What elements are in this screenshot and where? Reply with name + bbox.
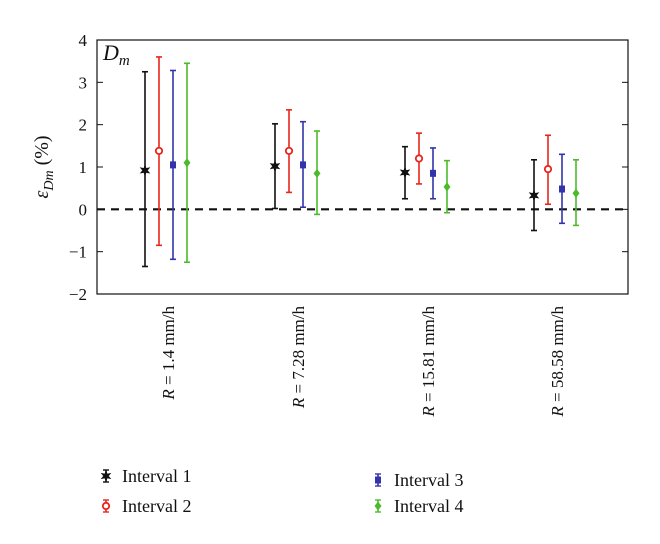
error-bar-3-1: [170, 69, 176, 261]
data-point-marker: [300, 161, 306, 169]
data-point-marker: [284, 146, 294, 156]
y-ticks: 4 3 2 1 0 −1 −2: [69, 31, 628, 304]
error-bars: [139, 56, 580, 268]
category-label: R = 58.58 mm/h: [548, 306, 567, 418]
error-bar-4-1: [183, 62, 191, 264]
data-point-marker: [559, 185, 565, 193]
legend-marker: [374, 501, 382, 511]
legend-marker: [375, 476, 381, 484]
panel-label: Dm: [102, 40, 130, 69]
data-point-marker: [414, 154, 424, 163]
data-point-marker: [269, 160, 281, 173]
legend-label: Interval 3: [394, 470, 463, 490]
y-tick-label: 0: [79, 200, 88, 219]
legend-item: Interval 4: [374, 496, 463, 516]
legend-item: Interval 1: [100, 466, 191, 486]
y-tick-label: −2: [69, 285, 87, 304]
legend-marker: [101, 501, 111, 511]
error-bar-3-2: [300, 120, 306, 209]
error-bar-1-2: [269, 123, 281, 210]
y-tick-label: 1: [79, 158, 88, 177]
category-labels: R = 1.4 mm/h R = 7.28 mm/h R = 15.81 mm/h R…: [159, 306, 567, 418]
data-point-marker: [528, 189, 540, 202]
y-axis-label: εDm (%): [31, 135, 57, 198]
data-point-marker: [430, 169, 436, 177]
legend: Interval 1 Interval 2 Interval 3 Interval 4: [100, 466, 463, 516]
legend-label: Interval 4: [394, 496, 463, 516]
category-label: R = 1.4 mm/h: [159, 306, 178, 401]
legend-marker: [100, 469, 112, 483]
data-point-marker: [154, 146, 164, 156]
error-bar-3-4: [559, 153, 565, 225]
y-tick-label: 2: [79, 116, 88, 135]
data-point-marker: [183, 158, 191, 168]
data-point-marker: [572, 188, 580, 198]
error-bar-3-3: [430, 147, 436, 200]
data-point-marker: [443, 182, 451, 192]
error-bar-4-3: [443, 159, 451, 214]
category-label: R = 15.81 mm/h: [419, 306, 438, 418]
data-point-marker: [170, 161, 176, 169]
error-bar-1-1: [139, 70, 151, 268]
y-tick-label: 3: [79, 73, 88, 92]
data-point-marker: [399, 166, 411, 179]
error-bar-2-2: [284, 109, 294, 194]
legend-label: Interval 2: [122, 496, 191, 516]
y-tick-label: 4: [79, 31, 88, 50]
error-bar-1-3: [399, 145, 411, 200]
legend-label: Interval 1: [122, 466, 191, 486]
error-bar-4-2: [313, 130, 321, 216]
error-bar-2-4: [543, 134, 553, 206]
error-bar-2-3: [414, 132, 424, 185]
data-point-marker: [313, 168, 321, 178]
error-bar-1-4: [528, 159, 540, 232]
y-tick-label: −1: [69, 243, 87, 262]
legend-item: Interval 2: [101, 496, 191, 516]
legend-item: Interval 3: [375, 470, 463, 490]
category-label: R = 7.28 mm/h: [289, 306, 308, 410]
data-point-marker: [139, 164, 151, 177]
data-point-marker: [543, 165, 553, 174]
error-bar-4-4: [572, 159, 580, 227]
error-bar-2-1: [154, 56, 164, 247]
